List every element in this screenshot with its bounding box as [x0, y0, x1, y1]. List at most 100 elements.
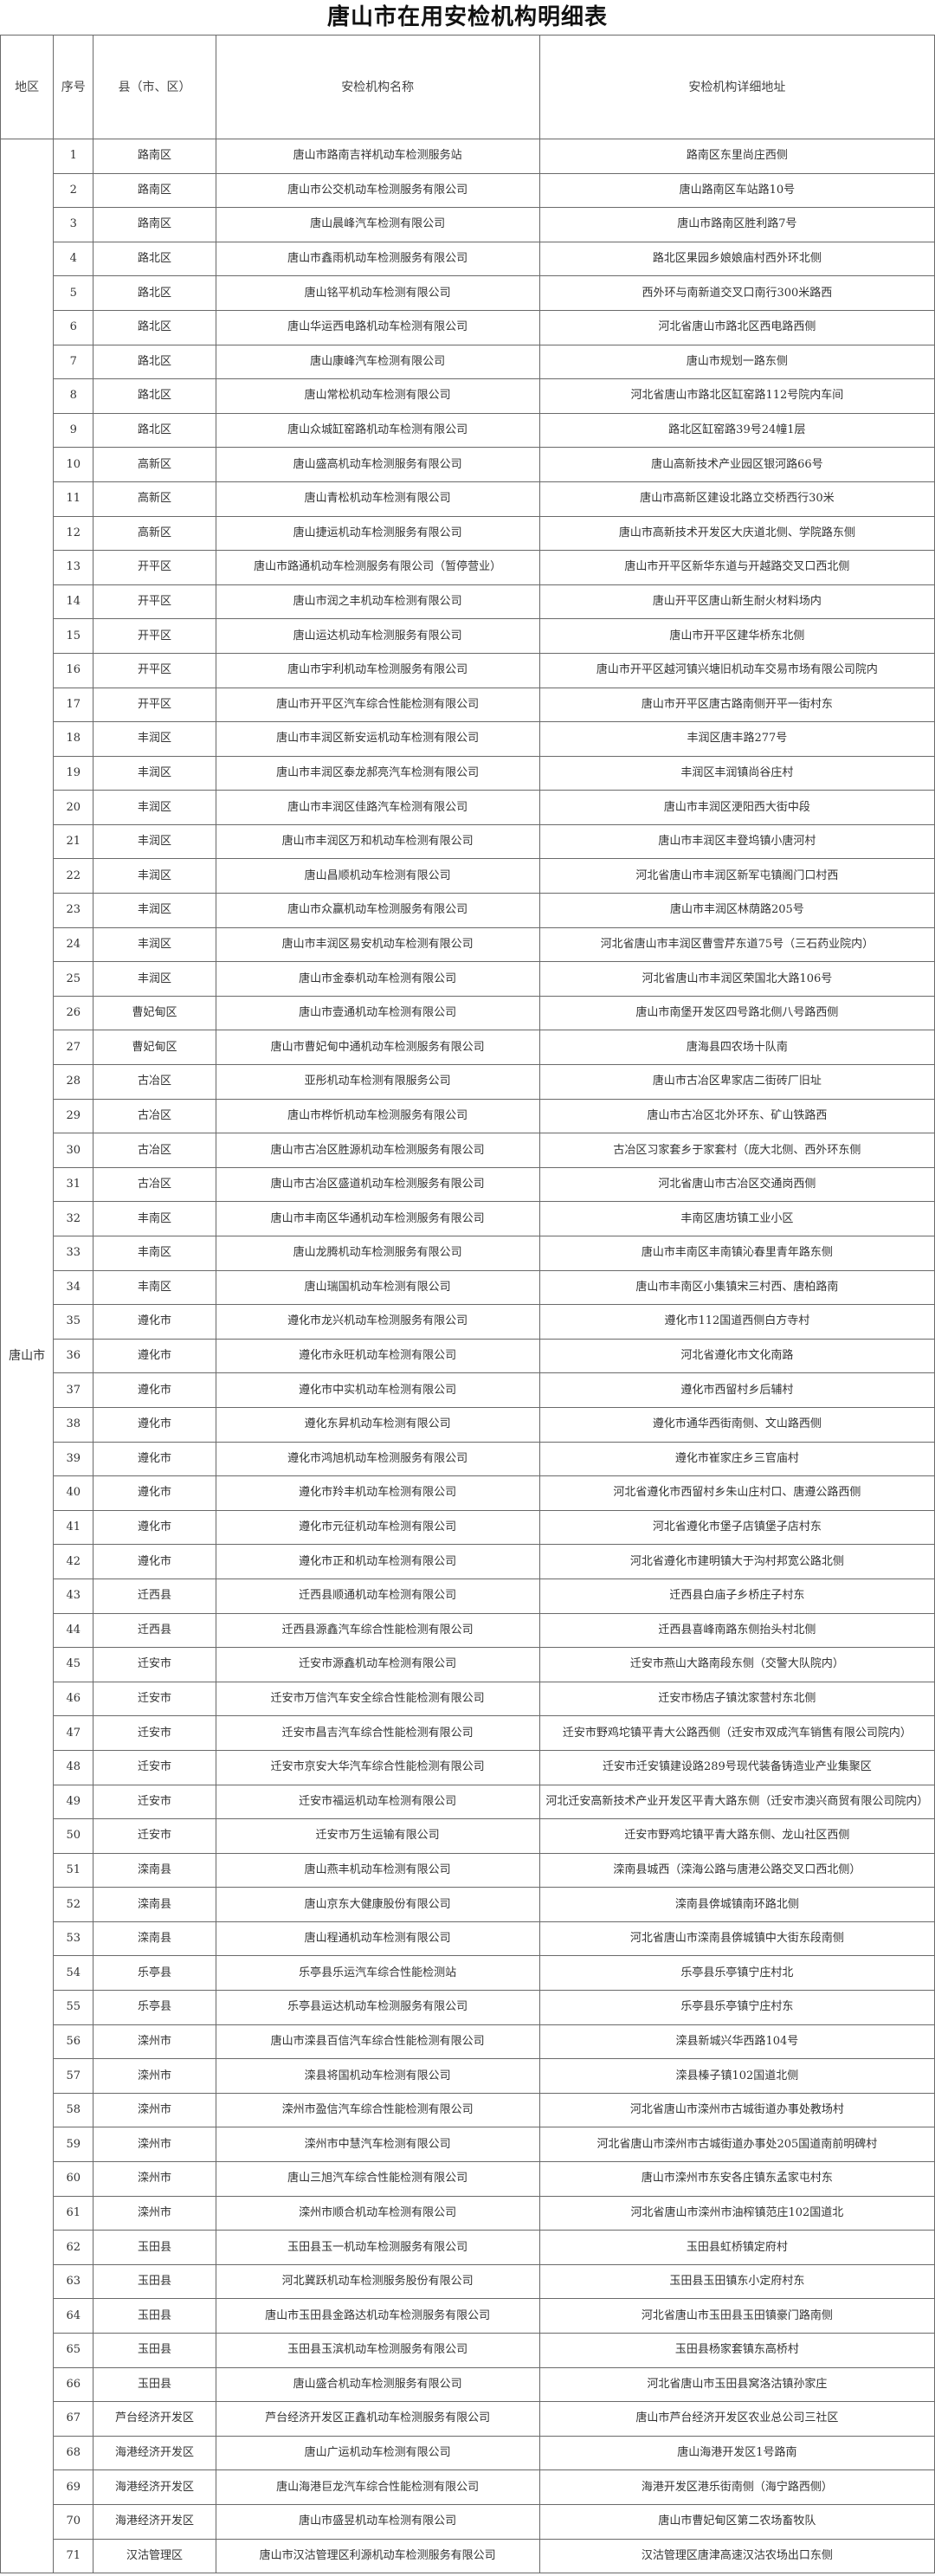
row-agency-name: 遵化市龙兴机动车检测服务有限公司 [215, 1304, 540, 1340]
row-agency-name: 唐山市曹妃甸中通机动车检测服务有限公司 [215, 1030, 540, 1066]
row-county: 开平区 [93, 584, 216, 620]
row-county: 丰润区 [93, 961, 216, 997]
row-county: 高新区 [93, 481, 216, 517]
row-agency-address: 河北省唐山市滦州市古城街道办事处教场村 [538, 2092, 935, 2128]
row-agency-address: 丰南区唐坊镇工业小区 [538, 1201, 935, 1236]
row-agency-address: 路北区果园乡娘娘庙村西外环北侧 [538, 241, 935, 277]
row-county: 开平区 [93, 652, 216, 688]
row-index: 27 [53, 1030, 94, 1066]
row-agency-address: 唐山市古冶区北外环东、矿山铁路西 [538, 1098, 935, 1134]
row-index: 38 [53, 1406, 94, 1443]
row-agency-address: 乐亭县乐亭镇宁庄村北 [538, 1955, 935, 1992]
row-agency-name: 迁安市福运机动车检测有限公司 [215, 1784, 540, 1820]
row-index: 13 [53, 550, 94, 585]
row-county: 迁安市 [93, 1749, 216, 1785]
table-row: 19 丰润区 唐山市丰润区泰龙郝亮汽车检测有限公司 丰润区丰润镇尚谷庄村 [1, 755, 935, 791]
row-agency-address: 唐山市古冶区卑家店二街砖厂旧址 [538, 1064, 935, 1100]
row-county: 古冶区 [93, 1064, 216, 1100]
table-row: 58 滦州市 滦州市盈信汽车综合性能检测有限公司 河北省唐山市滦州市古城街道办事处教场… [1, 2092, 935, 2128]
row-agency-address: 唐山市规划一路东侧 [538, 344, 935, 380]
row-agency-name: 唐山市鑫雨机动车检测服务有限公司 [215, 241, 540, 277]
table-row: 6 路北区 唐山华运西电路机动车检测有限公司 河北省唐山市路北区西电路西侧 [1, 309, 935, 345]
row-index: 21 [53, 823, 94, 860]
row-index: 24 [53, 926, 94, 963]
table-row: 41 遵化市 遵化市元征机动车检测有限公司 河北省遵化市堡子店镇堡子店村东 [1, 1509, 935, 1546]
table-row: 63 玉田县 河北冀跃机动车检测服务股份有限公司 玉田县玉田镇东小定府村东 [1, 2263, 935, 2300]
row-county: 迁安市 [93, 1715, 216, 1751]
row-county: 遵化市 [93, 1304, 216, 1340]
row-agency-address: 迁西县喜峰南路东侧抬头村北侧 [538, 1612, 935, 1649]
row-county: 滦州市 [93, 2024, 216, 2060]
row-county: 玉田县 [93, 2263, 216, 2300]
row-agency-name: 唐山华运西电路机动车检测有限公司 [215, 309, 540, 345]
row-agency-name: 唐山程通机动车检测有限公司 [215, 1921, 540, 1957]
row-agency-name: 唐山市壹通机动车检测有限公司 [215, 995, 540, 1031]
row-county: 芦台经济开发区 [93, 2401, 216, 2437]
row-agency-name: 唐山运达机动车检测服务有限公司 [215, 618, 540, 654]
table-row: 20 丰润区 唐山市丰润区佳路汽车检测有限公司 唐山市丰润区浭阳西大街中段 [1, 790, 935, 825]
table-row: 24 丰润区 唐山市丰润区易安机动车检测有限公司 河北省唐山市丰润区曹雪芹东道75号（… [1, 926, 935, 963]
row-agency-address: 唐山市开平区唐古路南侧开平一街村东 [538, 687, 935, 723]
header-agency-address: 安检机构详细地址 [538, 35, 935, 139]
row-agency-name: 迁西县顺通机动车检测有限公司 [215, 1578, 540, 1614]
row-index: 53 [53, 1921, 94, 1957]
row-agency-name: 唐山市润之丰机动车检测有限公司 [215, 584, 540, 620]
header-county: 县（市、区） [93, 35, 216, 139]
row-agency-name: 唐山市丰润区万和机动车检测有限公司 [215, 823, 540, 860]
row-index: 40 [53, 1475, 94, 1511]
row-index: 44 [53, 1612, 94, 1649]
table-row: 35 遵化市 遵化市龙兴机动车检测服务有限公司 遵化市112国道西侧白方寺村 [1, 1304, 935, 1340]
row-agency-name: 玉田县玉滨机动车检测服务有限公司 [215, 2333, 540, 2368]
row-agency-address: 河北省遵化市西留村乡朱山庄村口、唐遵公路西侧 [538, 1475, 935, 1511]
row-agency-name: 唐山燕丰机动车检测有限公司 [215, 1852, 540, 1888]
row-agency-address: 河北省唐山市滦州市油榨镇范庄102国道北 [538, 2195, 935, 2231]
row-agency-address: 滦县榛子镇102国道北侧 [538, 2058, 935, 2094]
row-agency-address: 唐海县四农场十队南 [538, 1030, 935, 1066]
row-index: 30 [53, 1133, 94, 1168]
row-agency-address: 西外环与南新道交叉口南行300米路西 [538, 275, 935, 311]
table-row: 49 迁安市 迁安市福运机动车检测有限公司 河北迁安高新技术产业开发区平青大路东侧（迁… [1, 1784, 935, 1820]
row-index: 33 [53, 1236, 94, 1271]
row-agency-name: 唐山广运机动车检测有限公司 [215, 2435, 540, 2471]
row-index: 69 [53, 2469, 94, 2505]
row-agency-name: 唐山市汉沽管理区利源机动车检测服务有限公司 [215, 2538, 540, 2574]
table-row: 62 玉田县 玉田县玉一机动车检测服务有限公司 玉田县虹桥镇定府村 [1, 2230, 935, 2265]
row-agency-name: 唐山盛合机动车检测服务有限公司 [215, 2366, 540, 2403]
row-county: 迁西县 [93, 1578, 216, 1614]
table-row: 18 丰润区 唐山市丰润区新安运机动车检测有限公司 丰润区唐丰路277号 [1, 721, 935, 757]
row-agency-address: 河北省唐山市丰润区新军屯镇阁门口村西 [538, 858, 935, 894]
row-county: 海港经济开发区 [93, 2435, 216, 2471]
row-index: 34 [53, 1269, 94, 1306]
row-county: 高新区 [93, 515, 216, 552]
row-county: 迁安市 [93, 1784, 216, 1820]
row-agency-name: 唐山捷运机动车检测服务有限公司 [215, 515, 540, 552]
row-agency-name: 唐山市丰润区泰龙郝亮汽车检测有限公司 [215, 755, 540, 791]
table-row: 43 迁西县 迁西县顺通机动车检测有限公司 迁西县白庙子乡桥庄子村东 [1, 1578, 935, 1614]
row-agency-address: 唐山市高新区建设北路立交桥西行30米 [538, 481, 935, 517]
row-agency-address: 唐山市丰南区丰南镇沁春里青年路东侧 [538, 1236, 935, 1271]
row-agency-address: 古冶区习家套乡于家套村（庞大北侧、西外环东侧 [538, 1133, 935, 1168]
table-row: 53 滦南县 唐山程通机动车检测有限公司 河北省唐山市滦南县倴城镇中大街东段南侧 [1, 1921, 935, 1957]
table-row: 34 丰南区 唐山瑞国机动车检测有限公司 唐山市丰南区小集镇宋三村西、唐柏路南 [1, 1269, 935, 1306]
table-row: 70 海港经济开发区 唐山市盛昱机动车检测有限公司 唐山市曹妃甸区第二农场畜牧队 [1, 2503, 935, 2540]
row-county: 遵化市 [93, 1406, 216, 1443]
table-row: 17 开平区 唐山市开平区汽车综合性能检测有限公司 唐山市开平区唐古路南侧开平一街村东 [1, 687, 935, 723]
table-row: 54 乐亭县 乐亭县乐运汽车综合性能检测站 乐亭县乐亭镇宁庄村北 [1, 1955, 935, 1992]
row-index: 37 [53, 1372, 94, 1408]
row-agency-name: 滦县将国机动车检测有限公司 [215, 2058, 540, 2094]
row-agency-name: 乐亭县运达机动车检测服务有限公司 [215, 1990, 540, 2025]
row-county: 丰润区 [93, 755, 216, 791]
row-county: 迁安市 [93, 1818, 216, 1854]
row-agency-address: 玉田县杨家套镇东高桥村 [538, 2333, 935, 2368]
row-index: 25 [53, 961, 94, 997]
table-row: 7 路北区 唐山康峰汽车检测有限公司 唐山市规划一路东侧 [1, 344, 935, 380]
row-index: 18 [53, 721, 94, 757]
row-agency-address: 乐亭县乐亭镇宁庄村东 [538, 1990, 935, 2025]
row-county: 遵化市 [93, 1441, 216, 1477]
row-agency-name: 唐山市开平区汽车综合性能检测有限公司 [215, 687, 540, 723]
table-header-row: 地区 序号 县（市、区） 安检机构名称 安检机构详细地址 [0, 35, 935, 139]
row-county: 路南区 [93, 139, 216, 174]
region-cell: 唐山市 [0, 138, 55, 2574]
row-index: 31 [53, 1166, 94, 1203]
row-index: 41 [53, 1509, 94, 1546]
